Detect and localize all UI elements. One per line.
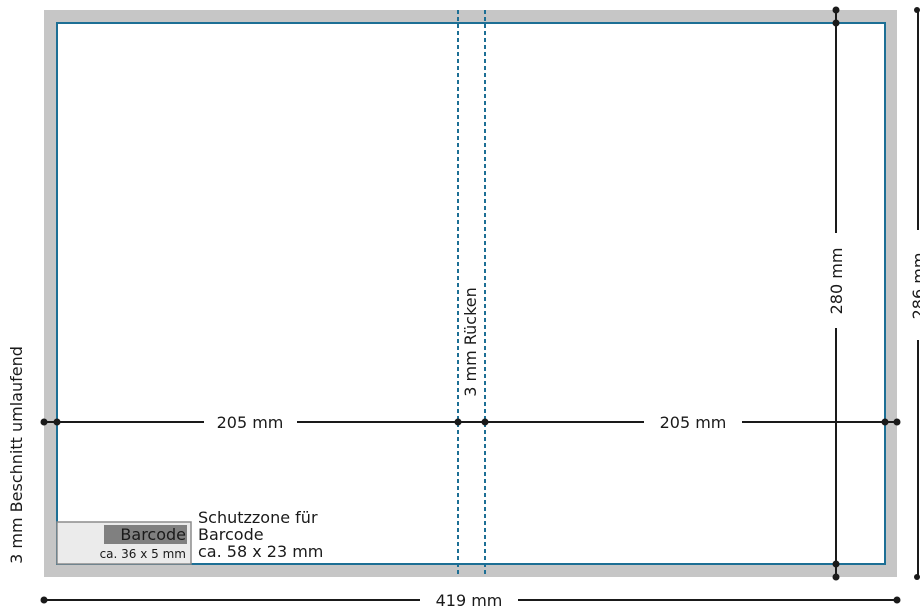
- bleed-height-dimension: [914, 7, 920, 580]
- barcode-area: [104, 525, 187, 544]
- barcode-zone-title-2: Barcode: [198, 525, 264, 544]
- barcode-label: Barcode: [120, 525, 186, 544]
- right-width-label: 205 mm: [660, 413, 727, 432]
- barcode-zone-size: ca. 58 x 23 mm: [198, 542, 323, 561]
- trim-area: [56, 22, 886, 565]
- barcode-zone-title: Schutzzone für: [198, 508, 318, 527]
- spine-label: 3 mm Rücken: [461, 287, 480, 397]
- total-width-dimension: [40, 596, 901, 604]
- bleed-height-label: 286 mm: [909, 253, 920, 320]
- trim-height-dimension: [832, 6, 840, 581]
- left-width-label: 205 mm: [217, 413, 284, 432]
- barcode-size: ca. 36 x 5 mm: [100, 547, 186, 561]
- bleed-label: 3 mm Beschnitt umlaufend: [7, 346, 26, 564]
- total-width-label: 419 mm: [436, 591, 503, 610]
- width-dimension: [40, 418, 901, 426]
- barcode-protection-zone: [56, 521, 192, 565]
- trim-height-label: 280 mm: [827, 248, 846, 315]
